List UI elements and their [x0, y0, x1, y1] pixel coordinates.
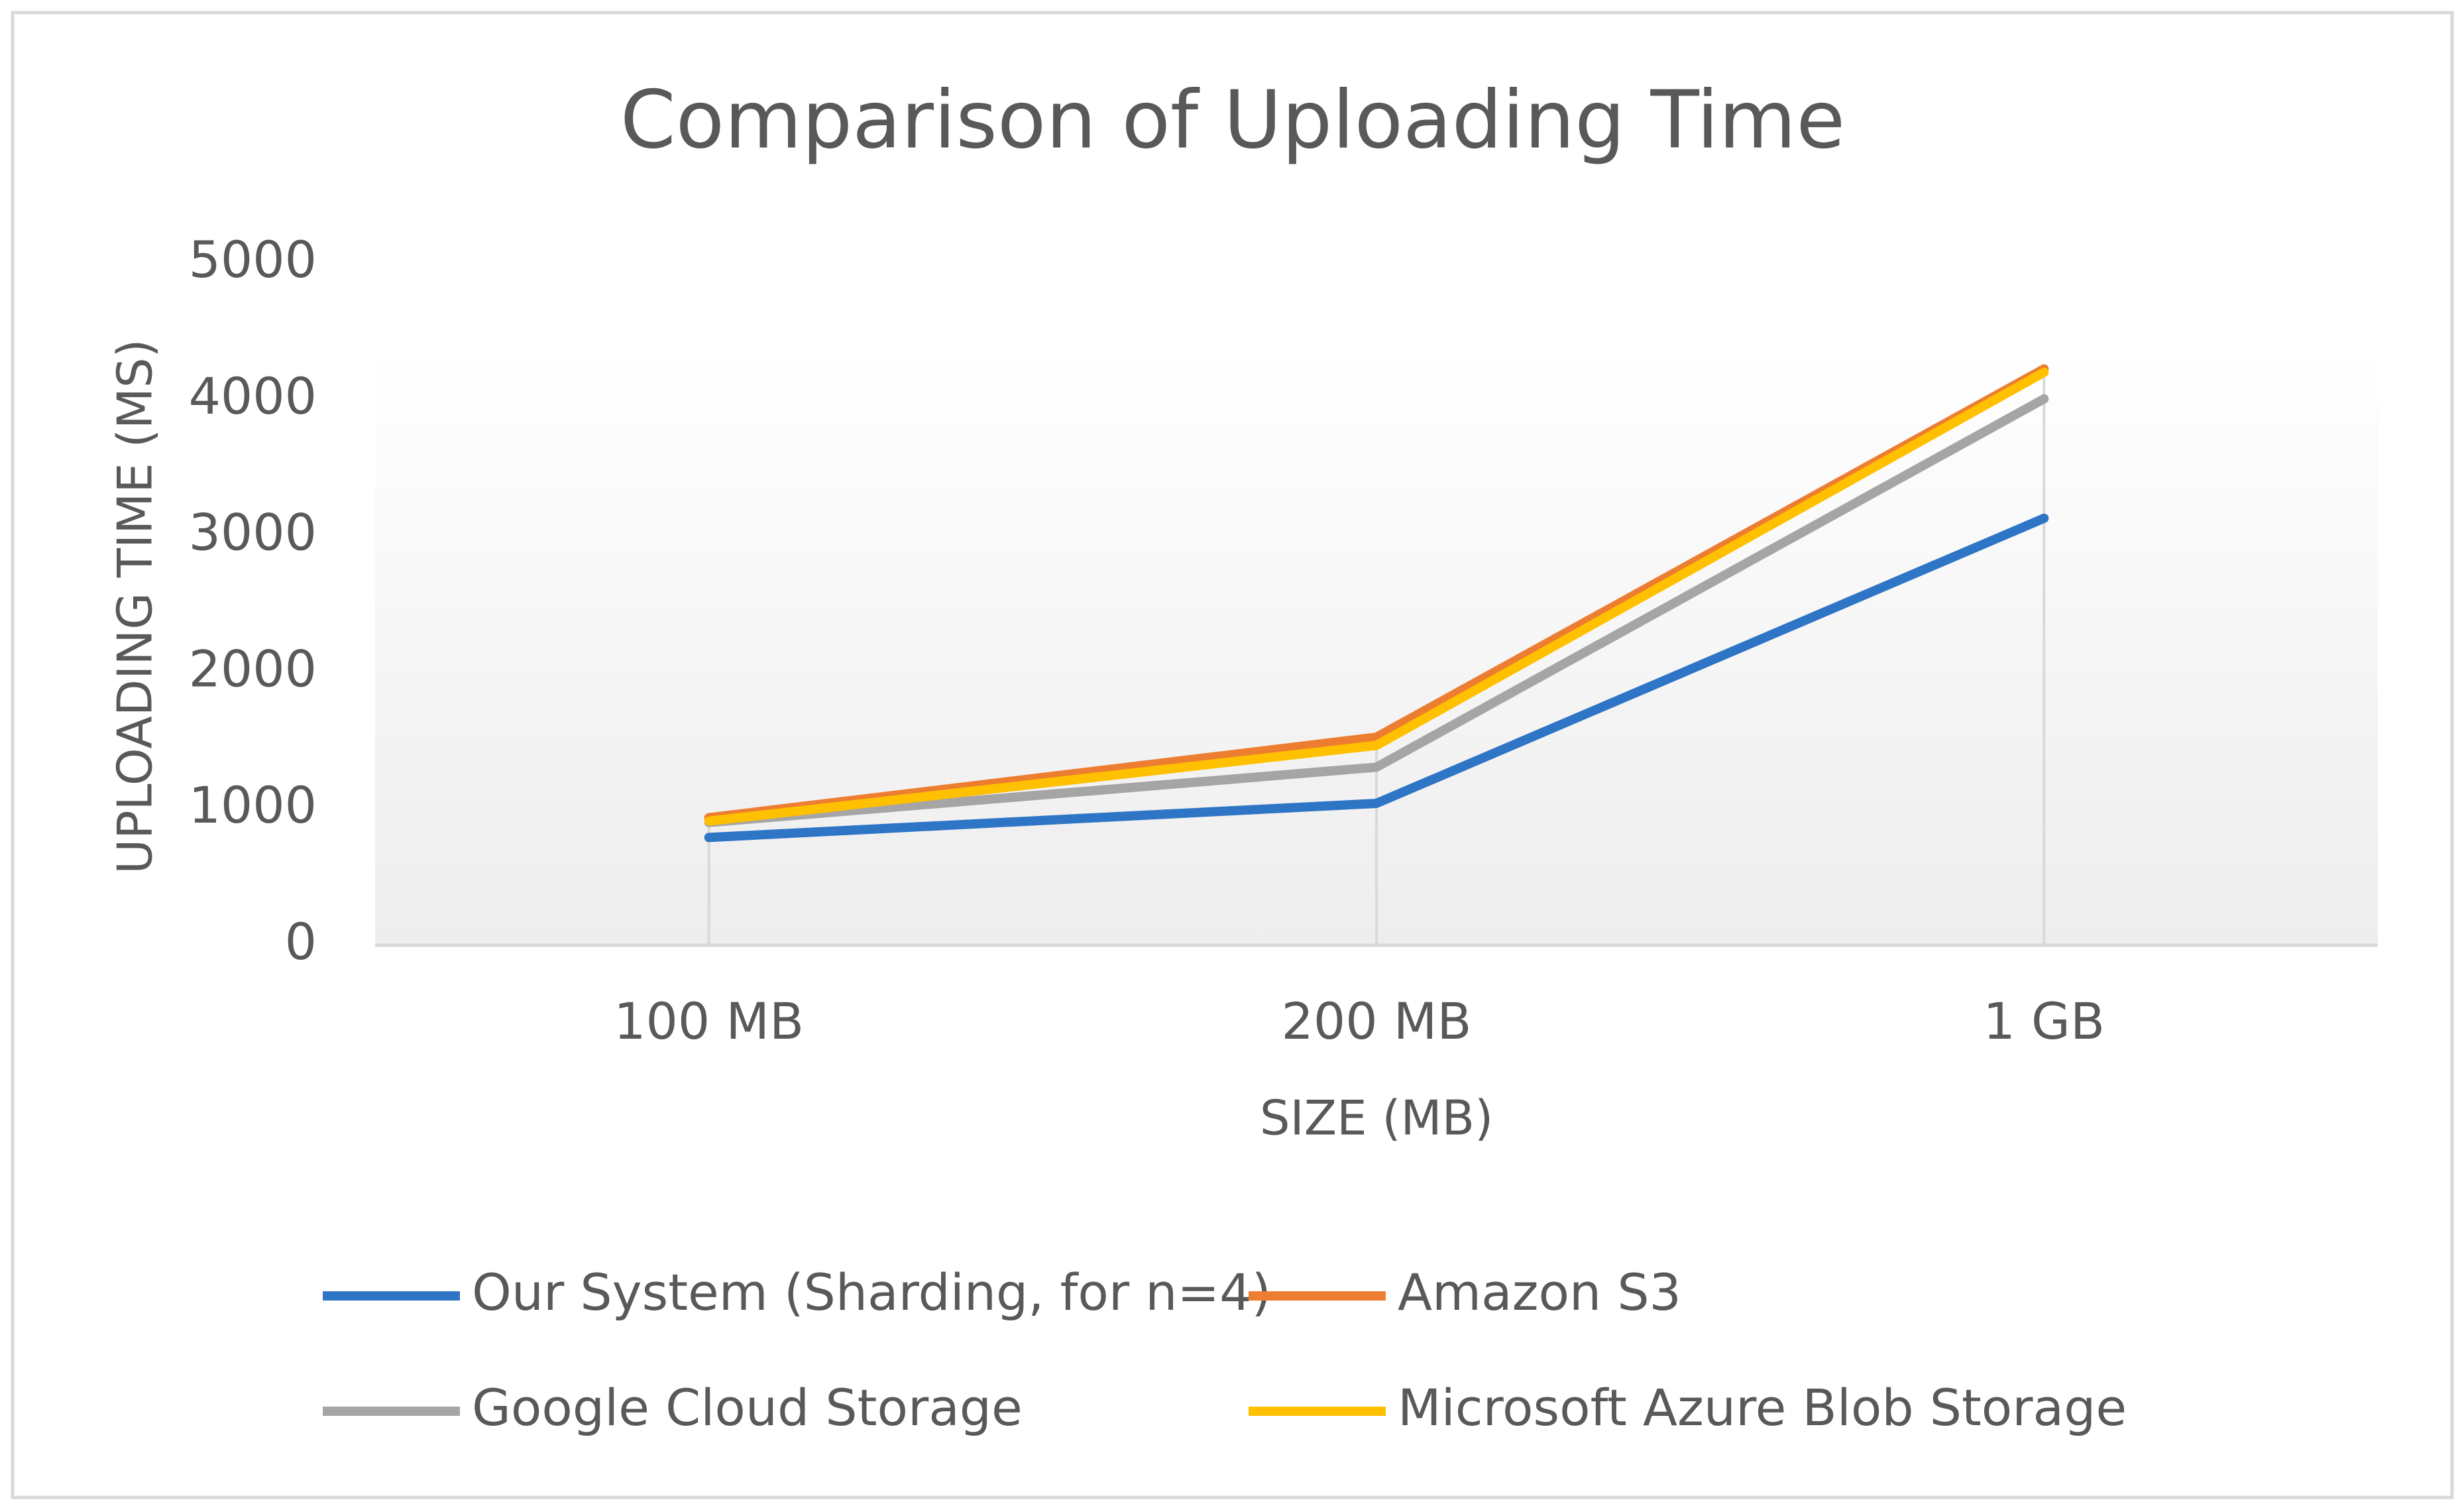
chart-title: Comparison of Uploading Time — [620, 75, 1845, 167]
y-tick-label: 2000 — [189, 639, 317, 698]
x-tick-label: 100 MB — [614, 992, 804, 1051]
x-tick-label: 1 GB — [1984, 992, 2105, 1051]
legend-label: Our System (Sharding, for n=4) — [472, 1263, 1271, 1322]
legend-label: Google Cloud Storage — [472, 1378, 1023, 1437]
series-line — [704, 513, 2049, 842]
y-tick-label: 1000 — [189, 776, 317, 835]
x-axis-title: SIZE (MB) — [1260, 1090, 1493, 1146]
x-tick-label: 200 MB — [1282, 992, 1472, 1051]
legend-label: Amazon S3 — [1398, 1263, 1681, 1322]
y-tick-label: 0 — [285, 912, 317, 971]
y-tick-label: 4000 — [189, 367, 317, 426]
y-tick-label: 5000 — [189, 230, 317, 289]
y-tick-label: 3000 — [189, 503, 317, 562]
y-axis-title: UPLOADING TIME (MS) — [107, 339, 163, 874]
legend-label: Microsoft Azure Blob Storage — [1398, 1378, 2127, 1437]
series-line — [704, 394, 2049, 827]
series-line — [704, 367, 2049, 826]
